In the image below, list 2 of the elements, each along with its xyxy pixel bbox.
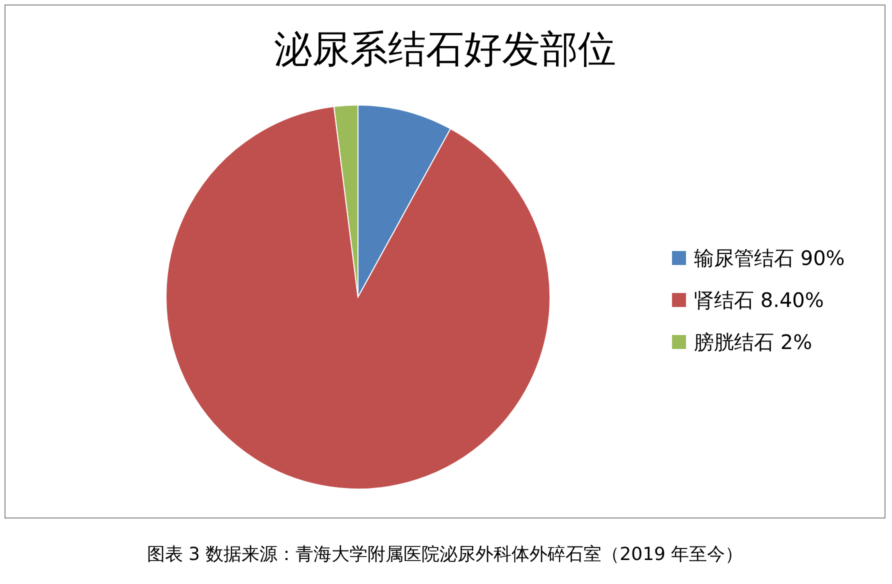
title: 泌尿系结石好发部位 <box>274 27 616 71</box>
annotation: 图表 3 数据来源：青海大学附属医院泌尿外科体外碎石室（2019 年至今） <box>146 544 744 565</box>
